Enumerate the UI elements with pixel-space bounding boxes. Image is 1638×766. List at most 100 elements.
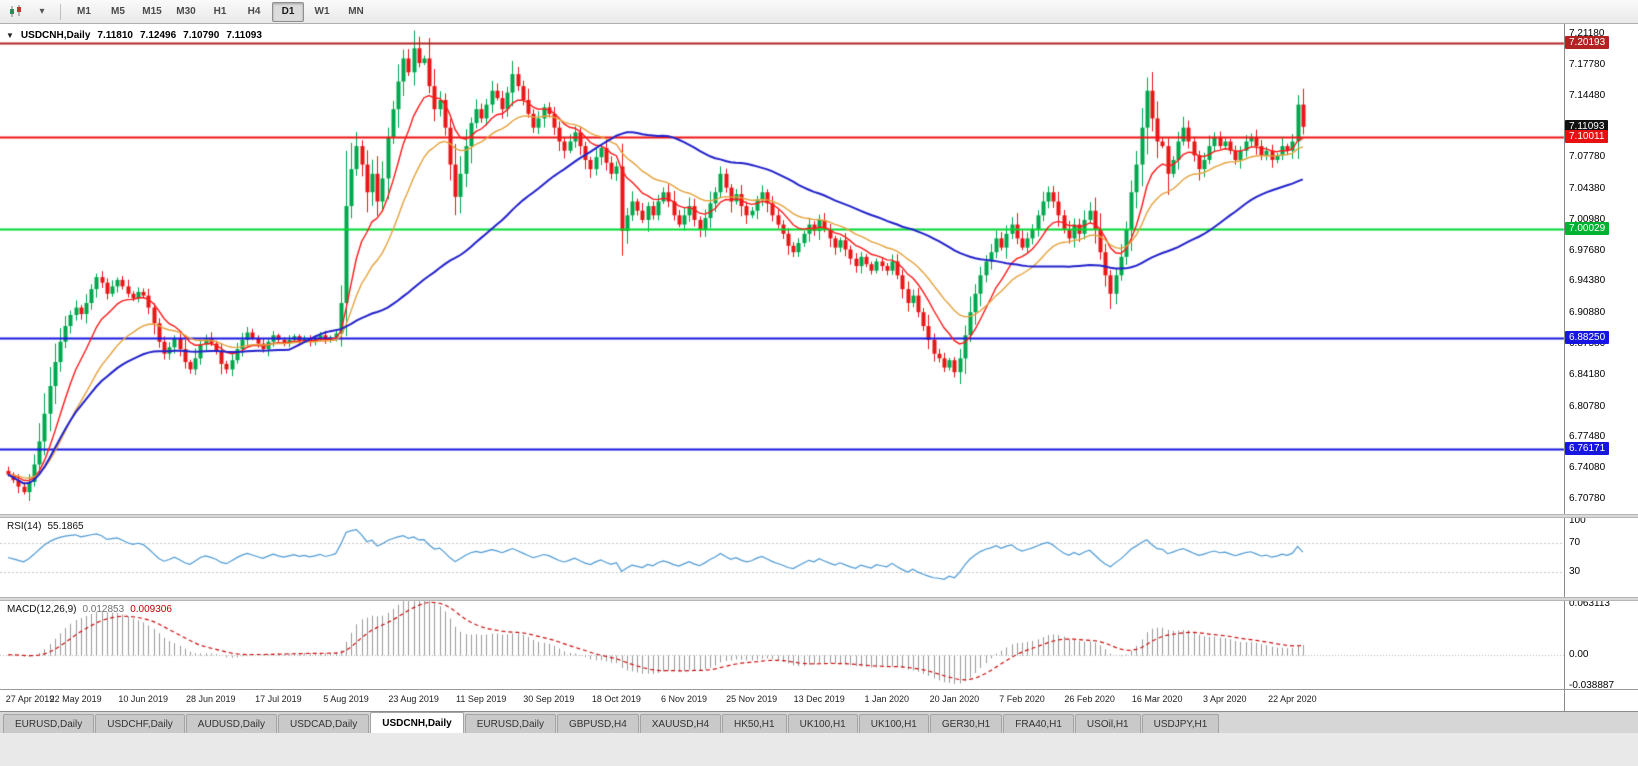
- date-axis-label: 6 Nov 2019: [660, 694, 708, 704]
- date-axis-label: 30 Sep 2019: [523, 694, 575, 704]
- macd-axis-label: -0.038887: [1569, 680, 1615, 691]
- price-axis-tick: 7.00980: [1569, 214, 1606, 226]
- date-axis-border: [0, 689, 1638, 690]
- price-axis-tick: 6.84180: [1569, 369, 1606, 381]
- price-axis-tick: 6.90880: [1569, 307, 1606, 319]
- toolbar-separator: [60, 3, 61, 20]
- date-axis-label: 23 Aug 2019: [388, 694, 439, 704]
- price-badge: 7.11093: [1565, 119, 1609, 133]
- rsi-indicator-value: 55.1865: [47, 521, 84, 532]
- date-axis-label: 5 Aug 2019: [323, 694, 369, 704]
- date-axis-label: 11 Sep 2019: [455, 694, 507, 704]
- chart-tab-usdcnh-daily[interactable]: USDCNH,Daily: [370, 712, 464, 733]
- chart-tab-hk50-h1[interactable]: HK50,H1: [722, 714, 787, 733]
- top-toolbar: ▾ M1 M5 M15 M30 H1 H4 D1 W1 MN: [0, 0, 1638, 24]
- date-axis-label: 18 Oct 2019: [591, 694, 641, 704]
- date-axis-label: 16 Mar 2020: [1131, 694, 1183, 704]
- price-axis-tick: 7.07780: [1569, 151, 1606, 163]
- price-axis-tick: 6.80780: [1569, 400, 1606, 412]
- date-axis-label: 17 Jul 2019: [255, 694, 302, 704]
- price-axis-tick: 6.70780: [1569, 492, 1606, 504]
- macd-axis-label: 0.063113: [1569, 598, 1610, 609]
- date-axis-label: 13 Dec 2019: [793, 694, 845, 704]
- macd-panel-label: MACD(12,26,9) 0.012853 0.009306: [7, 604, 172, 615]
- macd-indicator-name: MACD(12,26,9): [7, 604, 77, 615]
- chart-symbol-label: USDCNH,Daily: [20, 30, 91, 41]
- chart-tab-xauusd-h4[interactable]: XAUUSD,H4: [639, 714, 722, 733]
- date-axis-label: 1 Jan 2020: [864, 694, 910, 704]
- chart-tab-eurusd-daily[interactable]: EURUSD,Daily: [464, 714, 556, 733]
- timeframe-button-m1[interactable]: M1: [77, 6, 91, 17]
- chart-tab-bar: EURUSD,Daily USDCHF,Daily AUDUSD,Daily USDC…: [0, 711, 1638, 733]
- chart-tab-audusd-daily[interactable]: AUDUSD,Daily: [185, 714, 278, 733]
- date-axis-label: 20 Jan 2020: [929, 694, 980, 704]
- chart-tab-usdjpy-h1[interactable]: USDJPY,H1: [1141, 714, 1220, 733]
- rsi-panel-label: RSI(14) 55.1865: [7, 521, 84, 532]
- price-badge: 7.20193: [1565, 35, 1610, 49]
- date-axis-label: 10 Jun 2019: [118, 694, 168, 704]
- timeframe-button-d1[interactable]: D1: [272, 1, 304, 22]
- price-badge: 6.76171: [1565, 442, 1610, 456]
- axis-separator-line: [1564, 24, 1565, 711]
- timeframe-button-m5[interactable]: M5: [111, 6, 125, 17]
- ohlc-high-value: 7.12496: [140, 30, 177, 41]
- chart-header: ▼ USDCNH,Daily 7.11810 7.12496 7.10790 7…: [6, 30, 262, 41]
- rsi-indicator-name: RSI(14): [7, 521, 42, 532]
- date-axis-label: 22 Apr 2020: [1268, 694, 1317, 704]
- date-axis-label: 7 Feb 2020: [999, 694, 1045, 704]
- price-axis-tick: 7.17780: [1569, 59, 1606, 71]
- chart-tab-usdcad-daily[interactable]: USDCAD,Daily: [278, 714, 370, 733]
- rsi-axis-label: 30: [1569, 566, 1581, 578]
- rsi-panel-splitter[interactable]: [0, 514, 1638, 518]
- timeframe-button-h1[interactable]: H1: [213, 6, 227, 17]
- date-axis-label: 26 Feb 2020: [1064, 694, 1115, 704]
- date-axis[interactable]: 27 Apr 2019 22 May 2019 10 Jun 2019 28 Jun …: [0, 689, 1564, 711]
- date-axis-label: 22 May 2019: [49, 694, 102, 704]
- chart-tab-fra40-h1[interactable]: FRA40,H1: [1003, 714, 1074, 733]
- price-axis-tick: 7.21180: [1569, 27, 1605, 39]
- chart-tab-ger30-h1[interactable]: GER30,H1: [929, 714, 1003, 733]
- ohlc-low-value: 7.10790: [183, 30, 220, 41]
- collapse-triangle-icon[interactable]: ▼: [6, 31, 14, 40]
- ohlc-close-value: 7.11093: [226, 30, 262, 41]
- price-axis-tick: 6.77480: [1569, 430, 1606, 442]
- rsi-axis-label: 70: [1569, 536, 1581, 548]
- chart-tab-usoil-h1[interactable]: USOil,H1: [1074, 714, 1141, 733]
- date-axis-label: 25 Nov 2019: [726, 694, 778, 704]
- date-axis-label: 27 Apr 2019: [5, 694, 55, 704]
- chart-tab-uk100-h1[interactable]: UK100,H1: [787, 714, 858, 733]
- price-badge: 6.88250: [1565, 330, 1610, 344]
- price-axis-tick: 6.97680: [1569, 244, 1606, 256]
- timeframe-group: M1 M5 M15 M30 H1 H4 D1 W1 MN: [67, 1, 373, 22]
- timeframe-button-m30[interactable]: M30: [176, 6, 196, 17]
- price-axis-tick: 6.74080: [1569, 462, 1606, 474]
- macd-panel-splitter[interactable]: [0, 597, 1638, 601]
- macd-signal-value: 0.009306: [130, 604, 172, 615]
- date-axis-label: 28 Jun 2019: [186, 694, 236, 704]
- date-axis-label: 3 Apr 2020: [1203, 694, 1247, 704]
- timeframe-button-m15[interactable]: M15: [142, 6, 162, 17]
- status-area: [0, 733, 1638, 766]
- price-badge: 7.10011: [1565, 129, 1609, 143]
- price-axis[interactable]: 7.21180 7.17780 7.14480 7.07780 7.04380 7.009…: [1565, 24, 1638, 711]
- chart-tab-uk100-h1[interactable]: UK100,H1: [858, 714, 929, 733]
- timeframe-button-w1[interactable]: W1: [314, 6, 330, 17]
- ohlc-open-value: 7.11810: [97, 30, 133, 41]
- timeframe-button-mn[interactable]: MN: [348, 6, 364, 17]
- rsi-axis-label: 100: [1569, 515, 1586, 526]
- chart-candles-glyph: [10, 5, 21, 17]
- macd-main-value: 0.012853: [82, 604, 125, 615]
- macd-axis-label: 0.00: [1569, 648, 1589, 660]
- price-badge: 7.00029: [1565, 221, 1610, 235]
- price-axis-tick: 7.04380: [1569, 182, 1606, 194]
- price-axis-tick: 7.14480: [1569, 89, 1606, 101]
- chart-tab-eurusd-daily[interactable]: EURUSD,Daily: [3, 714, 95, 733]
- timeframe-button-h4[interactable]: H4: [247, 6, 261, 17]
- chart-tab-usdchf-daily[interactable]: USDCHF,Daily: [95, 714, 185, 733]
- chart-candles-icon[interactable]: [4, 1, 28, 22]
- chart-tab-gbpusd-h4[interactable]: GBPUSD,H4: [556, 714, 639, 733]
- price-axis-tick: 6.94380: [1569, 275, 1606, 287]
- timeframe-dropdown-caret-icon[interactable]: ▾: [39, 6, 45, 17]
